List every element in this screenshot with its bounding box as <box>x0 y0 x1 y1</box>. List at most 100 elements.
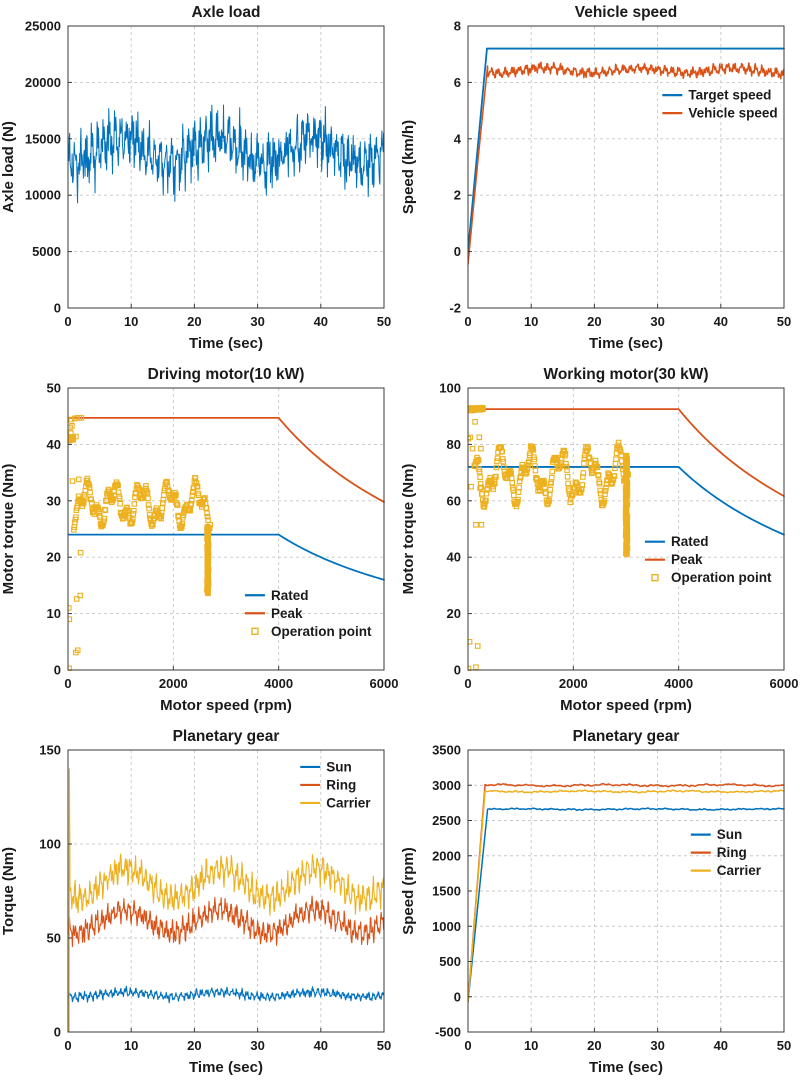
y-tick-label: 40 <box>447 550 461 565</box>
chart-title: Axle load <box>192 4 261 21</box>
y-axis-label: Speed (km/h) <box>400 120 417 214</box>
x-tick-label: 30 <box>650 1038 664 1053</box>
y-tick-label: 150 <box>39 743 61 758</box>
x-tick-label: 20 <box>187 1038 201 1053</box>
chart-working-motor: 0 2000 4000 6000 0 20 40 60 80 100 Working motor(3… <box>400 362 800 724</box>
chart-cell-vehicle-speed: 0 10 20 30 40 50 -2 0 2 4 6 8 Vehicle speed Time (sec… <box>400 0 800 362</box>
legend-label: Peak <box>271 606 303 621</box>
x-tick-label: 50 <box>777 314 791 329</box>
y-tick-label: 30 <box>47 493 61 508</box>
chart-title: Vehicle speed <box>575 4 678 21</box>
x-tick-label: 20 <box>187 314 201 329</box>
y-tick-label: 1000 <box>432 919 461 934</box>
y-tick-label: 40 <box>47 437 61 452</box>
x-tick-label: 30 <box>250 1038 264 1053</box>
legend-entry-target-speed: Target speed <box>662 88 771 103</box>
chart-planetary-gear-speed: 0 10 20 30 40 50-5000500100015002000250030003… <box>400 724 800 1086</box>
chart-title: Planetary gear <box>173 728 280 745</box>
x-tick-label: 0 <box>64 1038 71 1053</box>
legend-entry-peak: Peak <box>244 606 303 621</box>
x-tick-label: 30 <box>650 314 664 329</box>
chart-background <box>0 362 400 724</box>
legend-entry-ring: Ring <box>690 845 747 860</box>
y-tick-label: 0 <box>54 663 61 678</box>
y-axis-label: Speed (rpm) <box>400 847 417 935</box>
series-ring <box>68 895 385 948</box>
series-sun <box>468 807 785 1003</box>
chart-cell-planetary-gear-speed: 0 10 20 30 40 50 -500 0 500 1000 1500 2000 2500 3000 3… <box>400 724 800 1086</box>
chart-background <box>0 0 400 362</box>
y-tick-label: 4 <box>454 131 462 146</box>
legend-entry-ring: Ring <box>300 777 356 792</box>
y-axis-label: Axle load (N) <box>0 121 17 213</box>
x-axis-label: Time (sec) <box>589 335 663 352</box>
x-tick-label: 4000 <box>264 676 293 691</box>
x-axis-label: Time (sec) <box>189 1059 263 1076</box>
x-axis-label: Time (sec) <box>589 1059 663 1076</box>
x-axis-label: Motor speed (rpm) <box>160 697 292 714</box>
x-tick-label: 50 <box>377 314 391 329</box>
legend-entry-sun: Sun <box>690 827 742 842</box>
x-tick-label: 40 <box>314 314 328 329</box>
y-tick-label: 100 <box>439 381 461 396</box>
y-tick-label: 1500 <box>432 884 461 899</box>
series-sun <box>68 985 385 1004</box>
chart-driving-motor: 0 2000 4000 6000 0 10 20 30 40 50 Driving motor(10… <box>0 362 400 724</box>
x-tick-label: 40 <box>714 1038 728 1053</box>
series-carrier <box>68 768 385 1033</box>
series-group <box>68 415 385 671</box>
legend-label: Operation point <box>271 624 372 639</box>
x-tick-label: 20 <box>587 1038 601 1053</box>
x-tick-label: 40 <box>314 1038 328 1053</box>
series-target-speed <box>468 47 785 253</box>
series-group <box>68 104 385 204</box>
y-tick-label: 20000 <box>25 75 61 90</box>
legend-label: Rated <box>271 588 309 603</box>
x-axis-label: Time (sec) <box>189 335 263 352</box>
y-tick-label: 100 <box>39 837 61 852</box>
y-tick-label: 3000 <box>432 778 461 793</box>
legend: Target speed Vehicle speed <box>662 88 778 121</box>
y-tick-label: 60 <box>447 493 461 508</box>
y-tick-label: -500 <box>435 1025 461 1040</box>
x-tick-label: 30 <box>250 314 264 329</box>
x-tick-label: 50 <box>777 1038 791 1053</box>
legend-entry-carrier: Carrier <box>300 795 371 810</box>
axis-box <box>67 387 385 671</box>
legend-entry-sun: Sun <box>300 759 352 774</box>
y-axis-label: Motor torque (Nm) <box>400 464 417 595</box>
y-tick-label: 2500 <box>432 813 461 828</box>
chart-cell-planetary-gear-torque: 0 10 20 30 40 50 0 50 100 150 Planetary gear Time (… <box>0 724 400 1086</box>
y-tick-label: 2 <box>454 188 461 203</box>
x-tick-label: 2000 <box>159 676 188 691</box>
legend-label: Ring <box>717 845 747 860</box>
legend-entry-rated: Rated <box>644 534 708 549</box>
y-tick-label: 0 <box>454 989 461 1004</box>
y-tick-label: 6 <box>454 75 461 90</box>
series-group <box>68 768 385 1033</box>
chart-background <box>0 724 400 1086</box>
y-tick-label: 5000 <box>32 244 61 259</box>
chart-background <box>400 0 800 362</box>
axis-box <box>67 749 385 1033</box>
x-tick-label: 0 <box>464 314 471 329</box>
y-tick-label: 0 <box>54 1025 61 1040</box>
series-peak <box>468 408 785 497</box>
y-tick-label: 25000 <box>25 19 61 34</box>
x-tick-label: 10 <box>124 1038 138 1053</box>
y-tick-label: 50 <box>47 931 61 946</box>
series-vehicle-speed <box>468 61 785 266</box>
y-tick-label: 0 <box>54 301 61 316</box>
y-tick-label: 10 <box>47 606 61 621</box>
legend-entry-carrier: Carrier <box>690 863 762 878</box>
x-tick-label: 50 <box>377 1038 391 1053</box>
legend: Rated Peak Operation point <box>244 588 372 639</box>
legend-entry-rated: Rated <box>244 588 309 603</box>
legend-label: Target speed <box>688 88 771 103</box>
series-axle-load <box>68 104 385 204</box>
y-axis-label: Motor torque (Nm) <box>0 464 17 595</box>
legend-label: Sun <box>326 759 352 774</box>
series-carrier <box>468 789 785 1003</box>
y-tick-label: 3500 <box>432 743 461 758</box>
chart-cell-working-motor: 0 2000 4000 6000 0 20 40 60 80 100 Working motor(3… <box>400 362 800 724</box>
